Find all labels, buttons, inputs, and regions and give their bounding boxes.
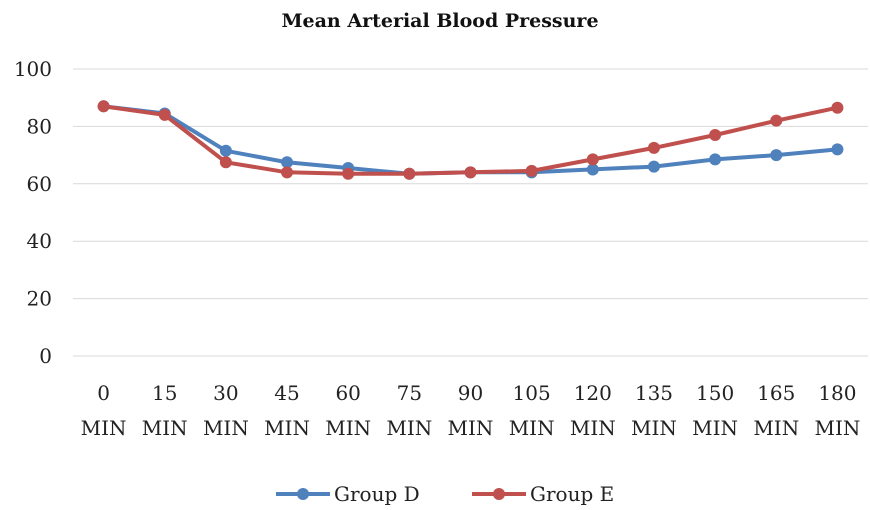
data-point <box>831 101 844 114</box>
chart-title: Mean Arterial Blood Pressure <box>281 10 598 32</box>
y-tick-label: 20 <box>27 287 52 311</box>
data-point <box>342 167 355 180</box>
y-tick-label: 0 <box>39 344 52 368</box>
data-point <box>586 153 599 166</box>
y-tick-label: 60 <box>27 172 52 196</box>
y-tick-label: 100 <box>14 57 52 81</box>
data-point <box>709 129 722 142</box>
x-tick-label: 90 <box>458 381 483 405</box>
x-tick-label: 30 <box>213 381 238 405</box>
x-tick-unit-label: MIN <box>814 416 860 440</box>
data-point <box>770 149 783 162</box>
x-tick-unit-label: MIN <box>448 416 494 440</box>
x-tick-unit-label: MIN <box>753 416 799 440</box>
x-tick-label: 180 <box>818 381 856 405</box>
x-tick-label: 15 <box>152 381 177 405</box>
data-point <box>158 108 171 121</box>
legend-label: Group D <box>334 482 420 506</box>
data-point <box>403 167 416 180</box>
x-tick-label: 60 <box>335 381 360 405</box>
y-axis-ticks: 0 20 40 60 80 100 <box>14 57 52 368</box>
x-tick-unit-label: MIN <box>81 416 127 440</box>
x-tick-label: 75 <box>397 381 422 405</box>
data-point <box>647 160 660 173</box>
x-tick-label: 105 <box>513 381 551 405</box>
data-point <box>464 166 477 179</box>
x-tick-label: 120 <box>574 381 612 405</box>
y-tick-label: 80 <box>27 114 52 138</box>
legend-item: Group E <box>472 482 614 506</box>
x-axis-ticks: 0 MIN 15 MIN 30 MIN 45 MIN 60 MIN 75 MIN 90 MIN 105 MIN… <box>81 381 861 440</box>
data-point <box>97 100 110 113</box>
x-tick-unit-label: MIN <box>386 416 432 440</box>
x-tick-label: 165 <box>757 381 795 405</box>
data-point <box>219 156 232 169</box>
series-group-e <box>97 100 844 180</box>
data-point <box>219 144 232 157</box>
legend-marker <box>297 488 309 500</box>
x-tick-label: 135 <box>635 381 673 405</box>
y-tick-label: 40 <box>27 229 52 253</box>
x-tick-unit-label: MIN <box>264 416 310 440</box>
x-tick-label: 45 <box>274 381 299 405</box>
series-line <box>101 104 840 176</box>
x-tick-unit-label: MIN <box>692 416 738 440</box>
data-point <box>770 114 783 127</box>
x-tick-unit-label: MIN <box>570 416 616 440</box>
legend-item: Group D <box>276 482 420 506</box>
x-tick-label: 0 <box>97 381 110 405</box>
data-point <box>281 156 294 169</box>
data-point <box>647 141 660 154</box>
legend: Group D Group E <box>276 482 614 506</box>
data-point <box>586 163 599 176</box>
legend-marker <box>493 488 505 500</box>
series-line <box>101 104 840 176</box>
data-point <box>525 164 538 177</box>
data-point <box>831 143 844 156</box>
legend-label: Group E <box>530 482 614 506</box>
x-tick-unit-label: MIN <box>509 416 555 440</box>
x-tick-label: 150 <box>696 381 734 405</box>
x-tick-unit-label: MIN <box>325 416 371 440</box>
x-tick-unit-label: MIN <box>631 416 677 440</box>
x-tick-unit-label: MIN <box>203 416 249 440</box>
x-tick-unit-label: MIN <box>142 416 188 440</box>
data-point <box>709 153 722 166</box>
gridlines <box>73 68 868 357</box>
series-layer <box>97 100 844 180</box>
data-point <box>281 166 294 179</box>
